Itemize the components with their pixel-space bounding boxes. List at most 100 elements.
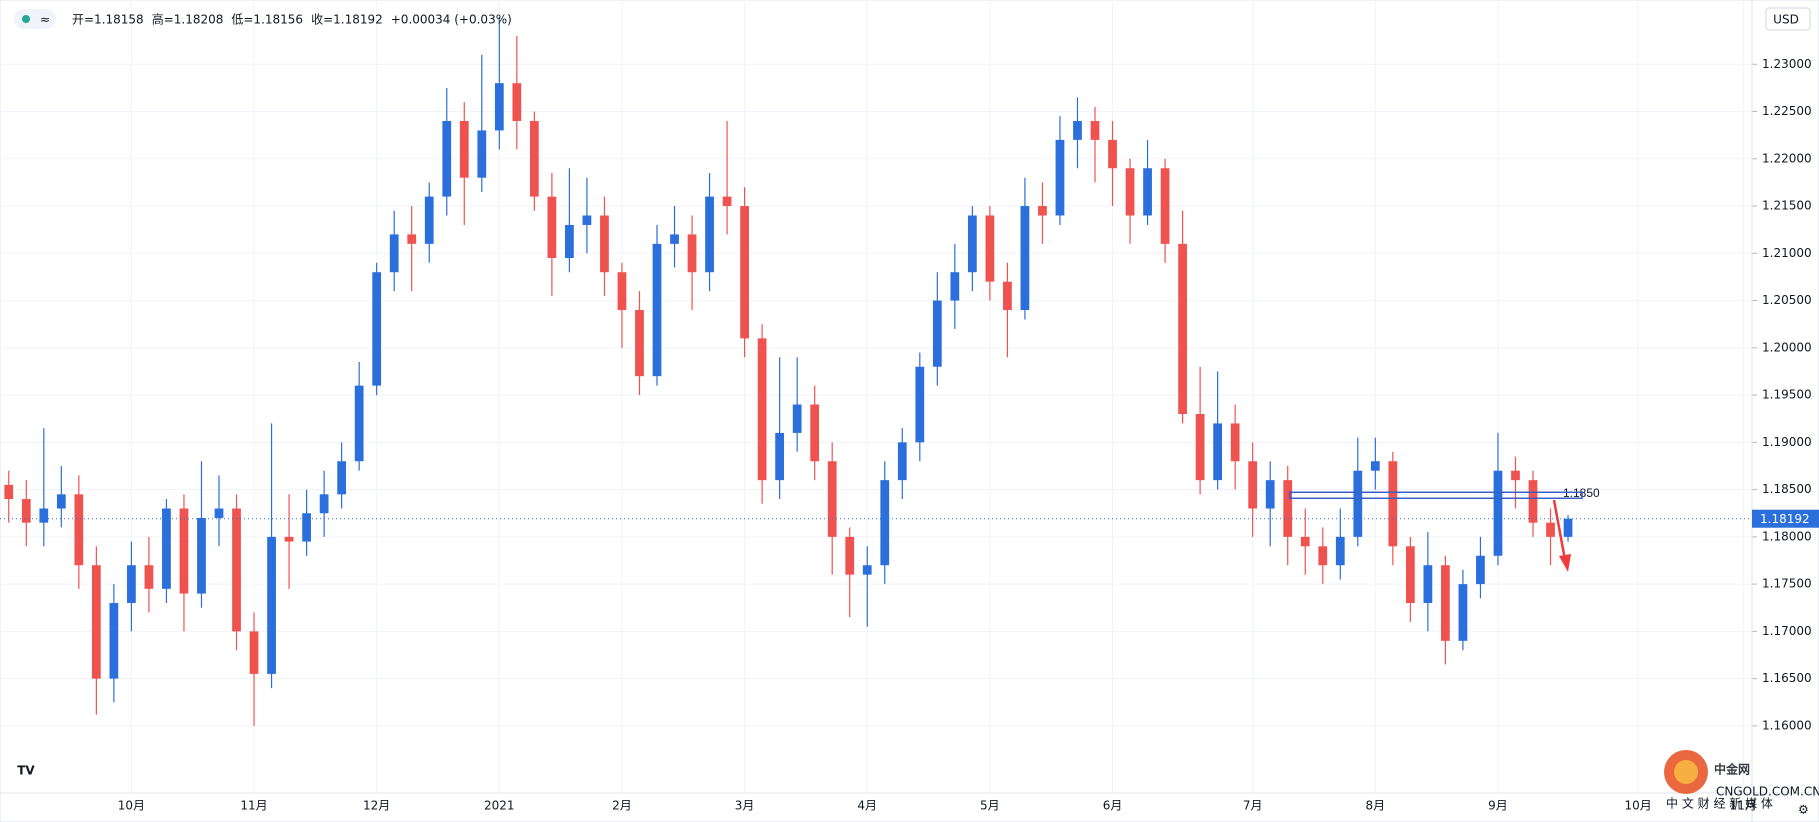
watermark-tagline: 中 文 财 经 新 媒 体	[1666, 796, 1773, 811]
candle-body	[477, 130, 487, 178]
candle-body	[91, 565, 101, 679]
candle-body	[1563, 518, 1573, 537]
y-tick-label: 1.17000	[1762, 624, 1812, 638]
x-tick-label: 2月	[612, 799, 632, 813]
candle-body	[565, 224, 574, 259]
candle-body	[302, 513, 311, 542]
candle-body	[1318, 546, 1328, 566]
x-tick-label: 8月	[1365, 799, 1385, 813]
candle-body	[1108, 139, 1117, 169]
candle-body	[1003, 281, 1012, 311]
candle-body	[214, 508, 224, 518]
y-tick-label: 1.18000	[1762, 529, 1812, 543]
candle-body	[179, 508, 189, 594]
legend-item: +0.00034 (+0.03%)	[391, 13, 512, 27]
candle-body	[1073, 120, 1082, 140]
y-tick-label: 1.20500	[1762, 293, 1812, 307]
candle-body	[1511, 470, 1520, 481]
y-tick-label: 1.17500	[1762, 577, 1812, 591]
candle-body	[687, 234, 697, 273]
candle-body	[249, 631, 259, 674]
candle-body	[494, 83, 504, 131]
candle-body	[757, 338, 767, 481]
status-pill[interactable]	[14, 9, 56, 29]
candle-body	[897, 442, 907, 481]
candle-body	[792, 404, 802, 433]
y-tick-label: 1.22000	[1762, 151, 1812, 165]
y-tick-label: 1.16500	[1762, 671, 1812, 685]
arrow-shaft	[1552, 499, 1567, 561]
candle-body	[635, 310, 644, 377]
candle-body	[967, 215, 977, 273]
candle-body	[985, 215, 995, 282]
candle-body	[1195, 413, 1205, 481]
candle-body	[1055, 139, 1065, 216]
candle-body	[705, 196, 714, 273]
candle-body	[109, 603, 119, 679]
candles	[4, 17, 1573, 726]
y-tick-label: 1.18500	[1762, 482, 1812, 496]
last-price-box	[1752, 509, 1819, 528]
candle-body	[1230, 423, 1240, 462]
y-tick-label: 1.19000	[1762, 435, 1812, 449]
candle-body	[284, 536, 294, 542]
candle-body	[547, 196, 557, 259]
candle-body	[1423, 565, 1433, 604]
candle-body	[1160, 168, 1170, 244]
x-tick-label: 6月	[1103, 799, 1123, 813]
candle-body	[1265, 480, 1275, 509]
currency-label: USD	[1773, 13, 1799, 27]
legend-item: 开=1.18158	[72, 13, 144, 27]
candle-body	[1213, 423, 1223, 481]
x-tick-label: 4月	[857, 799, 877, 813]
y-tick-label: 1.22500	[1762, 104, 1812, 118]
candle-body	[915, 366, 925, 443]
last-price-label: 1.18192	[1760, 512, 1810, 526]
candle-body	[932, 300, 942, 367]
candle-body	[267, 536, 276, 674]
candle-body	[1125, 168, 1135, 216]
candle-body	[1283, 480, 1293, 537]
candle-body	[1335, 536, 1345, 566]
candle-body	[1405, 546, 1415, 604]
tv-logo[interactable]	[10, 758, 42, 782]
level-line	[1288, 491, 1583, 500]
candle-body	[74, 494, 84, 566]
candle-body	[56, 494, 66, 509]
candle-body	[652, 243, 662, 377]
candle-body	[670, 234, 679, 244]
candle-body	[950, 272, 960, 301]
legend-item: 高=1.18208	[152, 12, 224, 27]
candle-body	[600, 215, 609, 273]
candle-body	[319, 494, 329, 514]
candle-body	[372, 272, 382, 386]
status-dot	[22, 15, 30, 23]
grid	[0, 0, 1757, 793]
tv-logo-text: TV	[17, 764, 35, 778]
candle-body	[1546, 522, 1555, 537]
y-tick-label: 1.16000	[1762, 718, 1812, 732]
candle-body	[232, 508, 241, 632]
candle-body	[775, 432, 785, 481]
candle-body	[442, 120, 452, 197]
x-tick-label: 11月	[240, 799, 267, 813]
settings-icon[interactable]: ⚙	[1798, 803, 1809, 817]
arrow-head	[1559, 554, 1571, 572]
candle-body	[617, 272, 627, 311]
candle-body	[1020, 206, 1030, 311]
candle-body	[1248, 461, 1258, 509]
candle-body	[529, 120, 539, 197]
watermark-logo-inner	[1674, 760, 1698, 784]
y-tick-label: 1.21000	[1762, 246, 1812, 260]
candle-body	[1090, 120, 1100, 140]
candle-body	[424, 196, 434, 244]
candle-body	[1388, 461, 1398, 547]
y-tick-label: 1.20000	[1762, 340, 1812, 354]
candle-body	[354, 385, 364, 462]
candle-body	[1528, 480, 1538, 523]
currency-button[interactable]	[1765, 7, 1811, 31]
y-tick-label: 1.23000	[1762, 57, 1812, 71]
candle-body	[1353, 470, 1363, 537]
